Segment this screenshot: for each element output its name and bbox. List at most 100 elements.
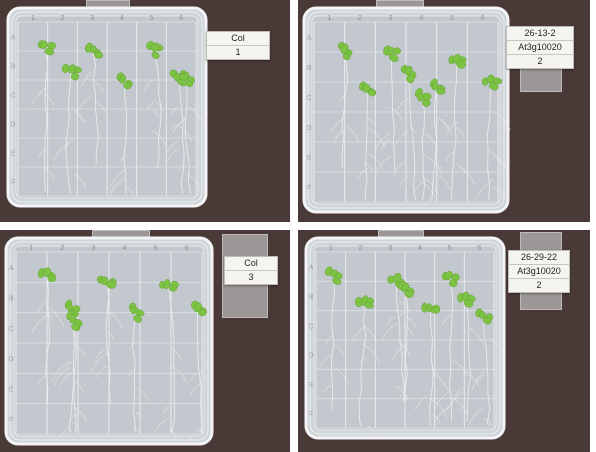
lateral-root: [170, 124, 177, 131]
seedling: [90, 275, 123, 404]
primary-root: [92, 51, 99, 166]
leaf: [93, 51, 104, 59]
column-number: 1: [329, 245, 333, 252]
column-number: 2: [359, 245, 363, 252]
primary-root: [407, 73, 416, 201]
leaf: [151, 42, 160, 52]
leaf: [40, 40, 48, 49]
primary-root: [196, 310, 203, 433]
primary-root: [465, 297, 471, 422]
lateral-root: [94, 347, 107, 362]
lateral-root: [71, 420, 80, 430]
lateral-root: [409, 126, 417, 135]
lateral-root: [451, 397, 468, 415]
lateral-root: [446, 390, 466, 411]
plate-label: Col 1: [206, 31, 270, 60]
lateral-root: [152, 130, 166, 145]
seedling: [428, 78, 453, 201]
lateral-root: [494, 112, 511, 131]
column-number: 5: [448, 245, 452, 252]
leaf: [44, 48, 55, 56]
row-letter: D: [306, 125, 311, 132]
lateral-root: [72, 379, 84, 392]
lateral-root: [323, 385, 331, 393]
lateral-root: [367, 117, 378, 129]
lateral-root: [120, 154, 127, 162]
lateral-root: [90, 78, 104, 93]
leaf: [401, 282, 410, 293]
lateral-root: [357, 167, 368, 180]
label-line-2: 1: [207, 45, 269, 59]
lateral-root: [325, 334, 334, 344]
row-letter: A: [11, 34, 16, 41]
lateral-root: [146, 100, 157, 111]
leaf: [119, 74, 126, 84]
row-letter: A: [9, 265, 14, 272]
lateral-root: [124, 185, 135, 197]
lateral-root: [105, 329, 114, 339]
lateral-root: [106, 310, 123, 329]
seedling: [330, 42, 360, 169]
label-line-2: 3: [225, 270, 277, 284]
leaf: [340, 43, 349, 54]
column-number: 5: [150, 15, 154, 22]
leaf: [70, 72, 80, 81]
row-letter: B: [11, 63, 16, 70]
lateral-root: [456, 162, 465, 173]
leaf: [67, 64, 76, 74]
lateral-root: [59, 372, 73, 386]
seedling: [188, 300, 208, 442]
lateral-root: [442, 315, 452, 326]
lateral-root: [387, 316, 395, 324]
lateral-root: [128, 368, 135, 376]
lateral-root: [445, 150, 456, 162]
lateral-root: [492, 185, 506, 201]
lateral-root: [488, 150, 502, 165]
leaf: [482, 317, 492, 325]
primary-root: [65, 71, 72, 195]
lateral-root: [395, 385, 409, 400]
lateral-root: [52, 360, 71, 381]
seedling: [381, 272, 411, 401]
lateral-root: [177, 118, 186, 127]
lateral-root: [187, 106, 205, 126]
lateral-root: [476, 179, 494, 199]
seedling: [144, 41, 166, 169]
lateral-root: [423, 132, 439, 150]
leaf: [133, 314, 142, 323]
lateral-root: [430, 367, 442, 380]
seedling: [352, 295, 381, 438]
seedling: [412, 88, 442, 201]
primary-root: [429, 87, 438, 201]
lateral-root: [493, 155, 509, 173]
leaf: [404, 65, 413, 76]
lateral-root: [65, 361, 73, 369]
column-number: 6: [481, 15, 485, 22]
seedling: [31, 40, 56, 192]
lateral-root: [375, 155, 392, 174]
row-letter: E: [309, 382, 314, 389]
label-line-2: At3g10020: [507, 40, 573, 54]
lateral-root: [195, 352, 208, 366]
lateral-root: [90, 352, 109, 373]
row-letter: C: [10, 92, 15, 99]
column-number: 3: [90, 15, 94, 22]
leaf: [163, 279, 171, 290]
label-line-2: At3g10020: [509, 264, 569, 278]
seedling: [317, 266, 349, 410]
lateral-root: [476, 371, 486, 382]
column-number: 3: [388, 245, 392, 252]
seedling: [445, 54, 476, 200]
plate-label: Col 3: [224, 256, 278, 285]
primary-root: [123, 81, 127, 195]
leaf: [173, 72, 181, 82]
lateral-root: [186, 173, 201, 190]
lateral-root: [170, 347, 181, 360]
row-letter: C: [8, 326, 13, 333]
primary-root: [364, 89, 368, 201]
leaf: [478, 311, 486, 319]
label-line-3: 2: [509, 278, 569, 292]
lateral-root: [36, 298, 50, 314]
primary-root: [341, 50, 349, 169]
lateral-root: [144, 79, 155, 91]
